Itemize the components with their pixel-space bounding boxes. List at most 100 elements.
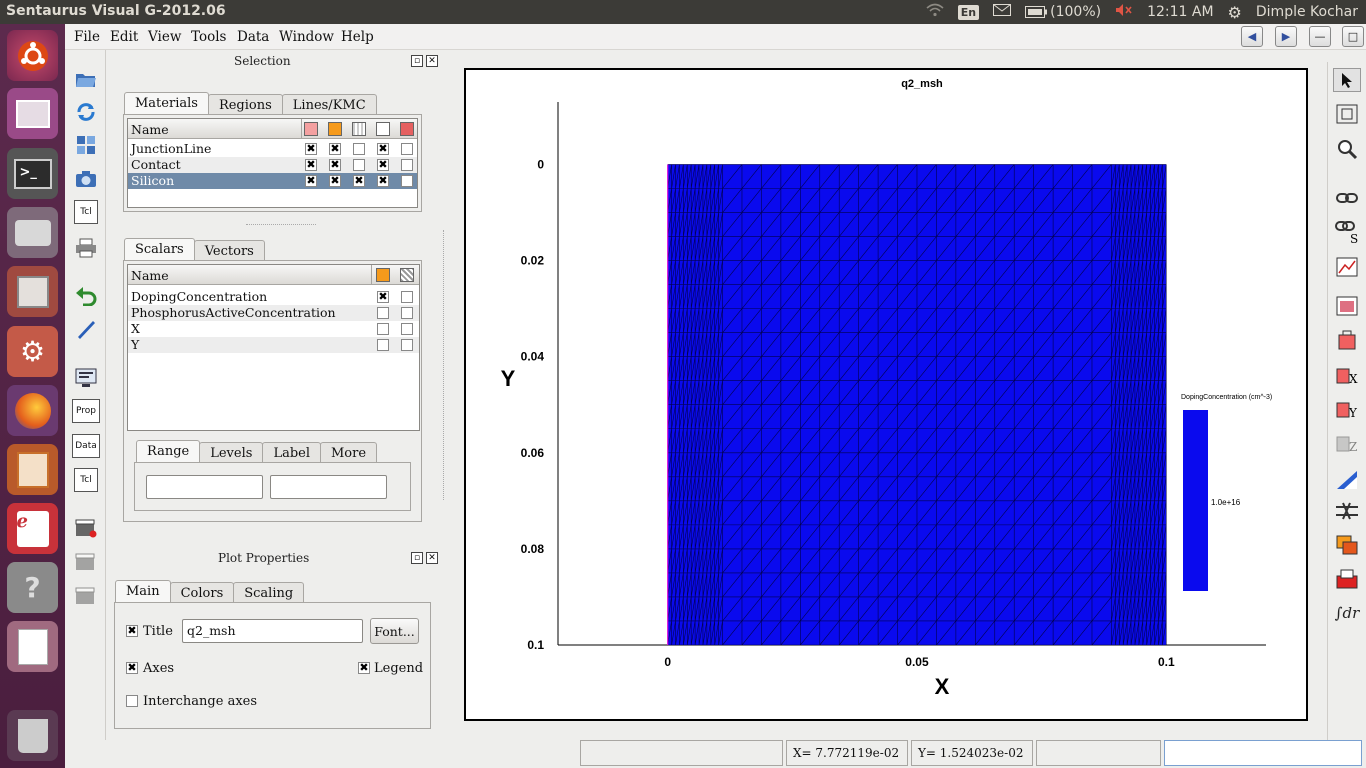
help-icon[interactable]: ? bbox=[7, 562, 58, 613]
tab-vectors[interactable]: Vectors bbox=[193, 240, 265, 263]
movie-record-icon[interactable] bbox=[74, 516, 98, 540]
workspace-switcher-icon[interactable] bbox=[7, 88, 58, 139]
battery-icon[interactable]: (100%) bbox=[1025, 4, 1101, 20]
open-folder-icon[interactable] bbox=[74, 67, 98, 91]
show-grid-material-icon[interactable] bbox=[352, 122, 366, 136]
row-checkbox[interactable]: ✖ bbox=[305, 158, 317, 171]
row-checkbox[interactable]: ✖ bbox=[305, 142, 317, 155]
system-settings-icon[interactable]: ⚙ bbox=[7, 326, 58, 377]
show-fill-material-icon[interactable] bbox=[328, 122, 342, 136]
row-checkbox[interactable] bbox=[353, 143, 365, 155]
layers-icon[interactable] bbox=[1335, 533, 1359, 557]
legend-checkbox[interactable]: ✖ bbox=[358, 661, 370, 674]
plot-canvas[interactable]: 0 0.05 0.1 0 0.02 0.04 0.06 0.08 0.1 q2_msh X Y Dopi… bbox=[466, 70, 1306, 719]
disk-icon[interactable] bbox=[7, 207, 58, 258]
show-3d-material-icon[interactable] bbox=[400, 122, 414, 136]
firefox-icon[interactable] bbox=[7, 385, 58, 436]
title-checkbox[interactable]: ✖ bbox=[126, 624, 138, 637]
probe-icon[interactable] bbox=[1335, 567, 1359, 591]
row-checkbox[interactable] bbox=[401, 307, 413, 319]
cut-y-icon[interactable]: Y bbox=[1335, 396, 1359, 420]
row-checkbox[interactable]: ✖ bbox=[329, 142, 341, 155]
menu-file[interactable]: File bbox=[74, 29, 100, 45]
tcl-script-icon[interactable]: Tcl bbox=[74, 200, 98, 224]
cut-plane-icon[interactable] bbox=[1335, 328, 1359, 352]
tab-scalars[interactable]: Scalars bbox=[124, 238, 195, 261]
nav-back-button[interactable]: ◀ bbox=[1241, 26, 1263, 47]
print-icon[interactable] bbox=[74, 236, 98, 260]
text-editor-icon[interactable] bbox=[7, 621, 58, 672]
trash-icon[interactable] bbox=[7, 710, 58, 761]
font-button[interactable]: Font... bbox=[370, 618, 419, 644]
plot-window-icon[interactable] bbox=[1335, 294, 1359, 318]
nav-forward-button[interactable]: ▶ bbox=[1275, 26, 1297, 47]
row-checkbox[interactable] bbox=[377, 307, 389, 319]
clock[interactable]: 12:11 AM bbox=[1147, 4, 1214, 20]
ubuntu-dash-icon[interactable] bbox=[7, 30, 58, 81]
row-checkbox[interactable] bbox=[401, 143, 413, 155]
float-selection-panel-button[interactable]: ▫ bbox=[411, 55, 423, 67]
list-item[interactable]: Contact bbox=[128, 157, 417, 173]
row-checkbox[interactable] bbox=[401, 175, 413, 187]
plot-area[interactable]: 0 0.05 0.1 0 0.02 0.04 0.06 0.08 0.1 q2_msh X Y Dopi… bbox=[464, 68, 1308, 721]
list-item[interactable]: JunctionLine bbox=[128, 141, 417, 157]
cut-z-icon[interactable]: Z bbox=[1335, 430, 1359, 454]
cut-x-icon[interactable]: X bbox=[1335, 362, 1359, 386]
minimize-button[interactable]: — bbox=[1309, 26, 1331, 47]
splitter-handle[interactable] bbox=[443, 230, 444, 500]
list-item[interactable]: Silicon bbox=[128, 173, 417, 189]
list-item[interactable]: PhosphorusActiveConcentration bbox=[128, 305, 419, 321]
monitor-icon[interactable] bbox=[74, 366, 98, 390]
menu-tools[interactable]: Tools bbox=[191, 29, 227, 45]
row-checkbox[interactable] bbox=[377, 323, 389, 335]
movie-stop-icon[interactable] bbox=[74, 584, 98, 608]
integrate-icon[interactable]: ∫dr bbox=[1335, 601, 1360, 625]
show-mesh-material-icon[interactable] bbox=[304, 122, 318, 136]
properties-toggle[interactable]: Prop bbox=[72, 399, 100, 423]
menu-window[interactable]: Window bbox=[279, 29, 334, 45]
title-input[interactable]: q2_msh bbox=[182, 619, 363, 643]
maximize-button[interactable]: □ bbox=[1342, 26, 1364, 47]
row-checkbox[interactable] bbox=[377, 339, 389, 351]
link-icon[interactable] bbox=[1335, 186, 1359, 210]
tab-range[interactable]: Range bbox=[136, 440, 201, 463]
files-icon[interactable] bbox=[7, 266, 58, 317]
select-pointer-icon[interactable] bbox=[1333, 68, 1361, 92]
undo-icon[interactable] bbox=[74, 284, 98, 308]
menu-view[interactable]: View bbox=[148, 29, 182, 45]
row-checkbox[interactable]: ✖ bbox=[305, 174, 317, 187]
pen-icon[interactable] bbox=[74, 317, 98, 341]
tab-lines-kmc[interactable]: Lines/KMC bbox=[281, 94, 377, 117]
zoom-icon[interactable] bbox=[1335, 137, 1359, 161]
link-selection-icon[interactable]: S bbox=[1335, 220, 1359, 244]
tab-main[interactable]: Main bbox=[115, 580, 171, 603]
row-checkbox[interactable]: ✖ bbox=[329, 158, 341, 171]
row-checkbox[interactable]: ✖ bbox=[353, 174, 365, 187]
tab-materials[interactable]: Materials bbox=[124, 92, 209, 115]
language-indicator[interactable]: En bbox=[957, 4, 980, 20]
tcl-console-icon[interactable]: Tcl bbox=[74, 468, 98, 492]
interchange-axes-checkbox[interactable] bbox=[126, 695, 138, 707]
show-fill-scalar-icon[interactable] bbox=[376, 268, 390, 282]
layout-grid-icon[interactable] bbox=[74, 133, 98, 157]
user-name[interactable]: Dimple Kochar bbox=[1255, 4, 1358, 20]
reload-icon[interactable] bbox=[74, 100, 98, 124]
menu-help[interactable]: Help bbox=[341, 29, 374, 45]
data-toggle[interactable]: Data bbox=[72, 434, 100, 458]
fit-view-icon[interactable] bbox=[1335, 102, 1359, 126]
row-checkbox[interactable]: ✖ bbox=[329, 174, 341, 187]
movie-frame-icon[interactable] bbox=[74, 550, 98, 574]
tab-scaling[interactable]: Scaling bbox=[233, 582, 305, 605]
show-contour-scalar-icon[interactable] bbox=[400, 268, 414, 282]
row-checkbox[interactable]: ✖ bbox=[377, 142, 389, 155]
close-plot-properties-button[interactable]: ✕ bbox=[426, 552, 438, 564]
menu-data[interactable]: Data bbox=[237, 29, 270, 45]
gauge-icon[interactable] bbox=[1335, 255, 1359, 279]
terminal-icon[interactable]: >_ bbox=[7, 148, 58, 199]
float-plot-properties-button[interactable]: ▫ bbox=[411, 552, 423, 564]
row-checkbox[interactable]: ✖ bbox=[377, 174, 389, 187]
volume-muted-icon[interactable] bbox=[1115, 3, 1133, 21]
close-selection-panel-button[interactable]: ✕ bbox=[426, 55, 438, 67]
menu-edit[interactable]: Edit bbox=[110, 29, 139, 45]
wifi-icon[interactable] bbox=[926, 3, 944, 21]
